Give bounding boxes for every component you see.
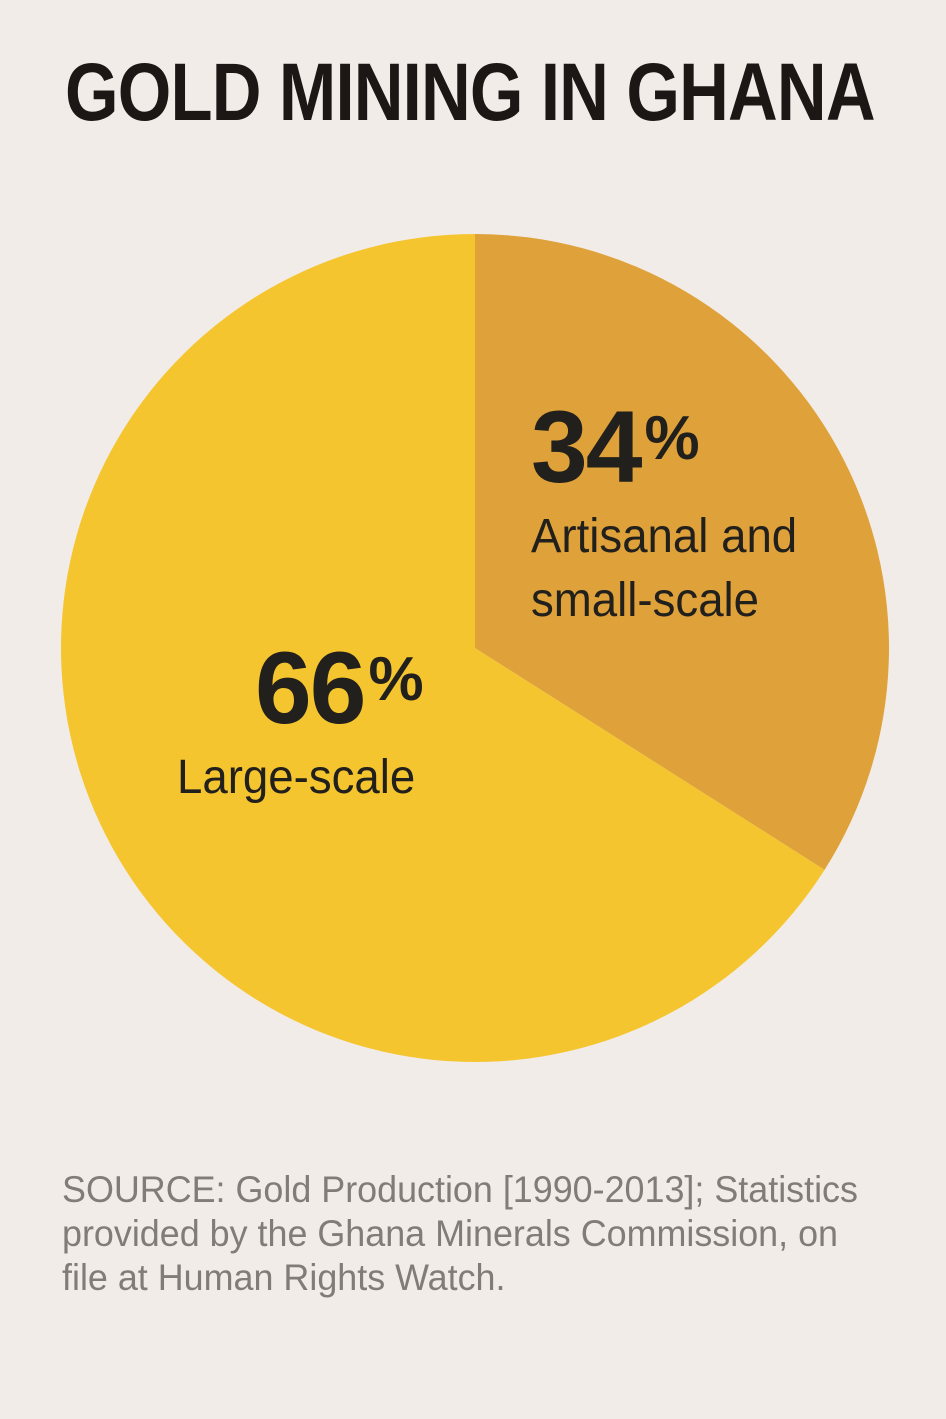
slice-name-artisanal: Artisanal and small-scale	[531, 505, 797, 633]
slice-name-line: Large-scale	[177, 751, 416, 804]
slice-label-artisanal-and-small-scale: 34 % Artisanal and small-scale	[531, 396, 811, 633]
pie-slice-artisanal-and-small-scale	[475, 234, 889, 870]
percent-value: 66	[255, 631, 366, 745]
source-note-line: SOURCE: Gold Production [1990-2013]; Sta…	[62, 1169, 858, 1210]
slice-label-large-scale: 66 % Large-scale	[177, 637, 428, 810]
pie-chart-area	[60, 233, 890, 1063]
slice-percent-large: 66 %	[255, 637, 428, 739]
pie-chart	[60, 234, 889, 1062]
slice-percent-artisanal: 34 %	[531, 396, 811, 498]
slice-name-large: Large-scale	[177, 746, 415, 810]
pie-slice-large-scale	[60, 234, 825, 1062]
source-note-line: provided by the Ghana Minerals Commissio…	[62, 1213, 838, 1254]
percent-sign: %	[368, 645, 424, 714]
percent-sign: %	[644, 404, 700, 473]
slice-name-line: Artisanal and	[531, 510, 798, 563]
page-title: GOLD MINING IN GHANA	[65, 47, 876, 138]
source-note: SOURCE: Gold Production [1990-2013]; Sta…	[62, 1168, 858, 1300]
source-note-line: file at Human Rights Watch.	[62, 1257, 506, 1298]
percent-value: 34	[531, 390, 642, 504]
slice-name-line: small-scale	[531, 574, 760, 627]
